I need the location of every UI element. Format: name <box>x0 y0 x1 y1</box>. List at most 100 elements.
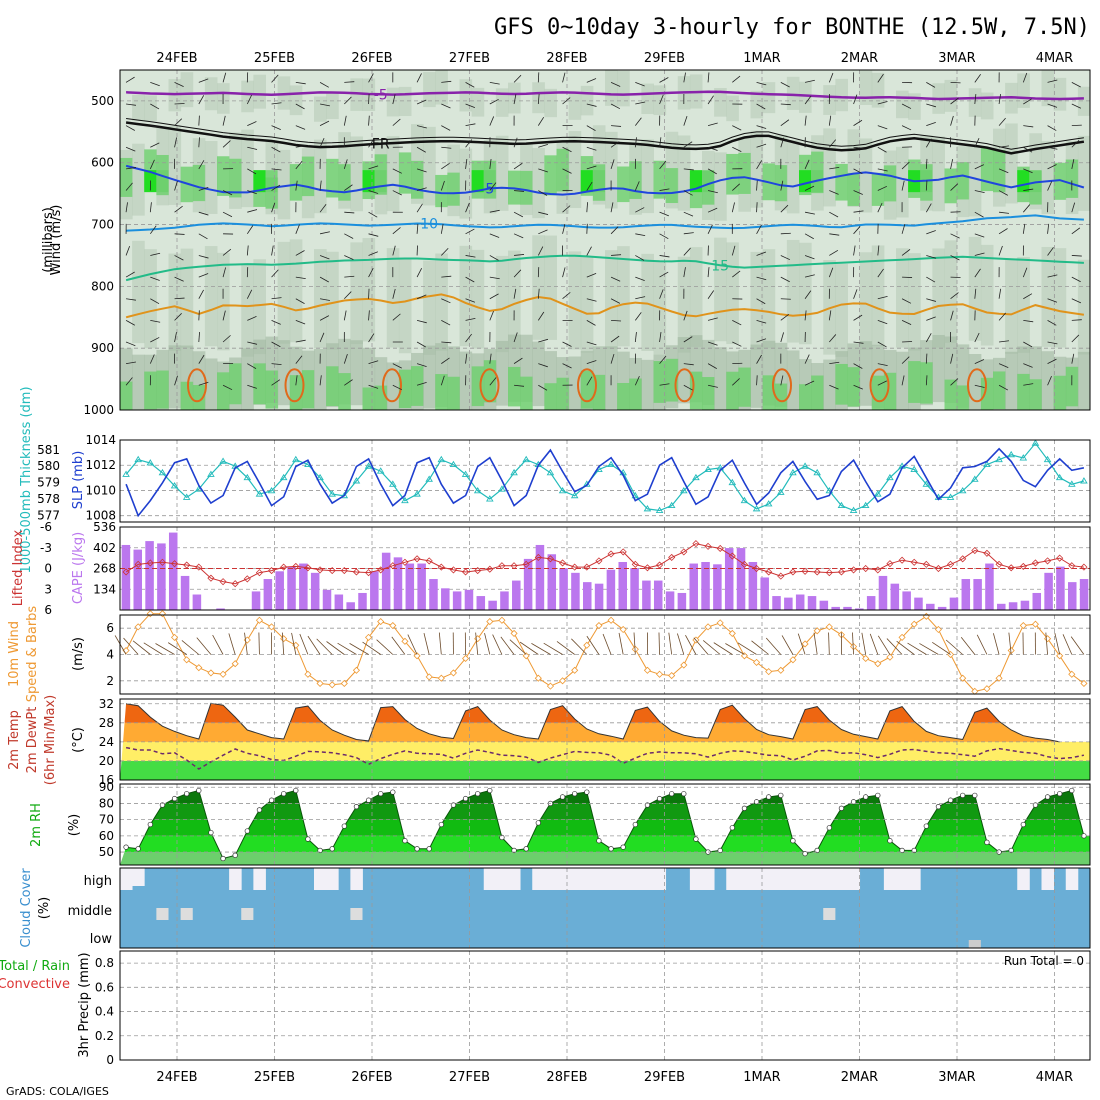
wind-barb-10m <box>713 642 733 655</box>
cape-bar <box>133 549 143 610</box>
rh-shade-cell <box>726 95 739 122</box>
wind-barb <box>853 363 863 369</box>
li-marker <box>280 563 288 571</box>
rh-shade-cell <box>1005 351 1018 410</box>
wind-barb <box>538 338 549 343</box>
rh-marker <box>1020 821 1026 828</box>
wind-barb-10m <box>492 634 503 655</box>
rh-shade-cell <box>350 242 363 345</box>
cloud-gap <box>580 868 594 890</box>
rh-shade-cell <box>786 76 800 110</box>
rh2m-panel: 50 60 70 80 90 2m RH (%) <box>29 780 1091 866</box>
rh-marker <box>608 846 614 852</box>
wind-barb <box>707 168 717 175</box>
rh-marker <box>850 799 857 805</box>
rh-shade-cell <box>204 358 218 410</box>
wind-barb <box>198 331 200 343</box>
precip-tick-label: 0.4 <box>95 1005 114 1019</box>
wind-barb <box>465 228 475 235</box>
wind-barb <box>611 254 622 256</box>
rh-shade-cell <box>811 151 824 194</box>
rh-marker <box>984 839 990 845</box>
wind-barb <box>610 226 619 235</box>
rh-shade-cell <box>980 92 994 120</box>
rh-shade-cell <box>1017 73 1030 108</box>
rh-shade-cell <box>617 382 630 410</box>
cape-bar <box>523 558 533 610</box>
wind-barb <box>440 180 445 191</box>
wind-barb <box>877 341 887 348</box>
wind-barb <box>489 233 500 238</box>
cape-bar <box>878 575 888 610</box>
wind-barb <box>343 354 348 364</box>
cape-bar <box>500 591 509 610</box>
cape-bar <box>997 603 1006 610</box>
rh-shade-cell <box>568 251 582 350</box>
wind-speed-marker <box>498 616 506 624</box>
wind-barb <box>780 332 784 343</box>
precip-tick-label: 0.6 <box>95 980 114 994</box>
wind-barb <box>295 276 306 280</box>
rh-marker <box>293 787 299 794</box>
wind-speed-marker <box>874 660 882 668</box>
cape-bar <box>476 596 486 610</box>
wind-barb <box>222 190 233 196</box>
wind-barb <box>756 276 767 281</box>
wind-barb <box>489 353 492 364</box>
wind-speed-marker <box>183 656 191 664</box>
cape-bar <box>606 569 616 610</box>
precip-tick-label: 0 <box>106 1053 114 1067</box>
date-label-top: 1MAR <box>743 51 780 66</box>
wind-barb <box>829 211 839 218</box>
wind-barb <box>295 250 305 256</box>
rh-marker <box>1008 847 1014 854</box>
rh-shade-cell <box>411 160 424 199</box>
pressure-units-label: (millibars) <box>41 207 56 273</box>
rh-band <box>120 819 1090 836</box>
thickness-marker <box>692 473 700 481</box>
wind-barb-10m <box>258 632 260 655</box>
li-marker <box>837 568 846 576</box>
rh-shade-cell <box>459 79 473 112</box>
wind-barb <box>125 202 128 213</box>
wind-barb <box>489 98 499 105</box>
wind-barb <box>925 138 932 148</box>
wind-barb <box>126 167 137 170</box>
li-marker <box>364 569 373 577</box>
isotherm-label: 10 <box>420 217 438 233</box>
rh-shade-cell <box>544 155 557 196</box>
cloud-gap <box>762 868 776 890</box>
wind-barb <box>926 255 937 259</box>
chart-title: GFS 0~10day 3-hourly for BONTHE (12.5W, … <box>494 15 1090 40</box>
rh-shade-cell <box>277 149 291 220</box>
wind-barb <box>344 275 355 278</box>
rh-shade-cell <box>241 129 254 208</box>
wind-barb <box>562 97 571 105</box>
wind-barb <box>343 310 347 321</box>
rh-shade-cell <box>423 72 436 108</box>
li-marker <box>631 560 639 568</box>
rh-shade-cell <box>435 70 448 105</box>
rh-shade-cell <box>871 172 885 206</box>
thickness-marker <box>1068 480 1076 487</box>
thickness-marker <box>510 468 518 476</box>
rh-shade-cell <box>568 93 582 120</box>
wind-barb <box>999 340 1010 343</box>
wind-barb <box>416 381 427 386</box>
rh-shade-cell <box>738 152 751 194</box>
wind-barb <box>441 320 451 326</box>
wind-barb <box>901 320 912 325</box>
wind-barb <box>1023 341 1033 348</box>
rh-shade-cell <box>338 373 351 410</box>
wind-barb <box>926 276 936 283</box>
wind-barb <box>611 125 622 127</box>
wind-barb <box>877 268 884 278</box>
rh-marker <box>923 823 929 829</box>
wind-barb <box>513 137 518 148</box>
wind-barb <box>198 354 205 364</box>
wind-barb <box>319 82 329 88</box>
wind-barb <box>344 184 353 191</box>
wind-speed-marker <box>352 666 361 674</box>
wind-barb <box>271 319 281 325</box>
